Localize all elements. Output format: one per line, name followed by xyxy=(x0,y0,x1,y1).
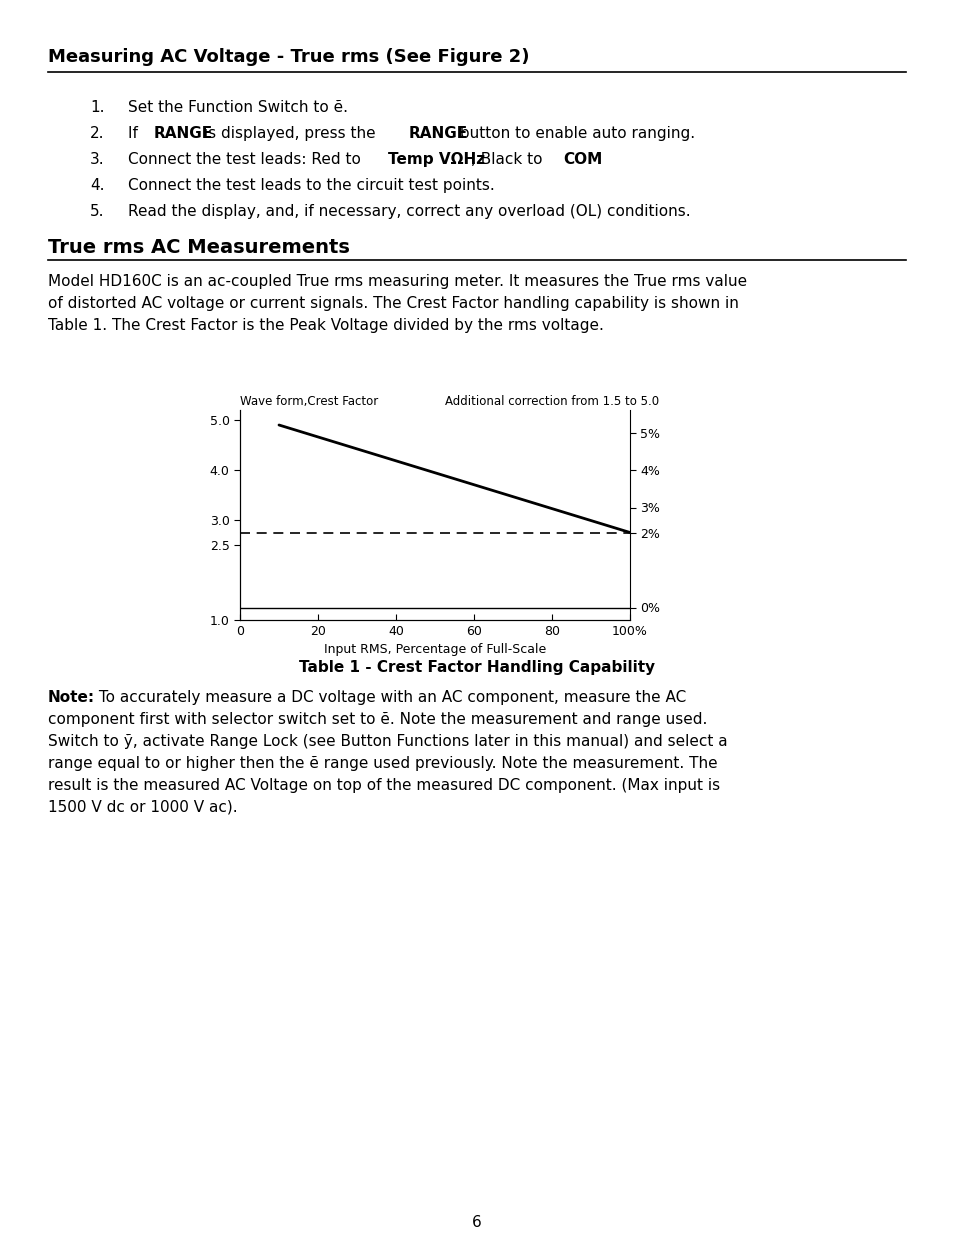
Text: Wave form,Crest Factor: Wave form,Crest Factor xyxy=(240,395,377,408)
Text: True rms AC Measurements: True rms AC Measurements xyxy=(48,238,350,256)
Text: 2.: 2. xyxy=(90,126,105,141)
Text: Set the Function Switch to ẽ.: Set the Function Switch to ẽ. xyxy=(128,100,348,115)
Text: 4.: 4. xyxy=(90,178,105,193)
Text: Note:: Note: xyxy=(48,690,95,705)
Text: Read the display, and, if necessary, correct any overload (OL) conditions.: Read the display, and, if necessary, cor… xyxy=(128,204,690,219)
Text: If: If xyxy=(128,126,143,141)
Text: Table 1. The Crest Factor is the Peak Voltage divided by the rms voltage.: Table 1. The Crest Factor is the Peak Vo… xyxy=(48,317,603,332)
Text: 1500 V dc or 1000 V ac).: 1500 V dc or 1000 V ac). xyxy=(48,801,237,815)
Text: Measuring AC Voltage - True rms (See Figure 2): Measuring AC Voltage - True rms (See Fig… xyxy=(48,49,529,66)
Text: 1.: 1. xyxy=(90,100,105,115)
Text: button to enable auto ranging.: button to enable auto ranging. xyxy=(455,126,695,141)
Text: Connect the test leads: Red to: Connect the test leads: Red to xyxy=(128,152,365,167)
Text: RANGE: RANGE xyxy=(153,126,213,141)
Text: Table 1 - Crest Factor Handling Capability: Table 1 - Crest Factor Handling Capabili… xyxy=(298,660,655,675)
Text: component first with selector switch set to ẽ. Note the measurement and range us: component first with selector switch set… xyxy=(48,712,706,727)
Text: 6: 6 xyxy=(472,1215,481,1230)
Text: Additional correction from 1.5 to 5.0: Additional correction from 1.5 to 5.0 xyxy=(444,395,659,408)
X-axis label: Input RMS, Percentage of Full-Scale: Input RMS, Percentage of Full-Scale xyxy=(323,644,545,656)
Text: of distorted AC voltage or current signals. The Crest Factor handling capability: of distorted AC voltage or current signa… xyxy=(48,296,739,311)
Text: Connect the test leads to the circuit test points.: Connect the test leads to the circuit te… xyxy=(128,178,495,193)
Text: Temp VΩHz: Temp VΩHz xyxy=(388,152,485,167)
Text: RANGE: RANGE xyxy=(409,126,468,141)
Text: 3.: 3. xyxy=(90,152,105,167)
Text: result is the measured AC Voltage on top of the measured DC component. (Max inpu: result is the measured AC Voltage on top… xyxy=(48,778,720,793)
Text: Model HD160C is an ac-coupled True rms measuring meter. It measures the True rms: Model HD160C is an ac-coupled True rms m… xyxy=(48,274,746,289)
Text: , Black to: , Black to xyxy=(471,152,547,167)
Text: COM: COM xyxy=(563,152,602,167)
Text: range equal to or higher then the ẽ range used previously. Note the measurement.: range equal to or higher then the ẽ rang… xyxy=(48,756,717,771)
Text: To accurately measure a DC voltage with an AC component, measure the AC: To accurately measure a DC voltage with … xyxy=(93,690,685,705)
Text: Switch to ỹ, activate Range Lock (see Button Functions later in this manual) and: Switch to ỹ, activate Range Lock (see Bu… xyxy=(48,735,727,749)
Text: is displayed, press the: is displayed, press the xyxy=(199,126,380,141)
Text: 5.: 5. xyxy=(90,204,105,219)
